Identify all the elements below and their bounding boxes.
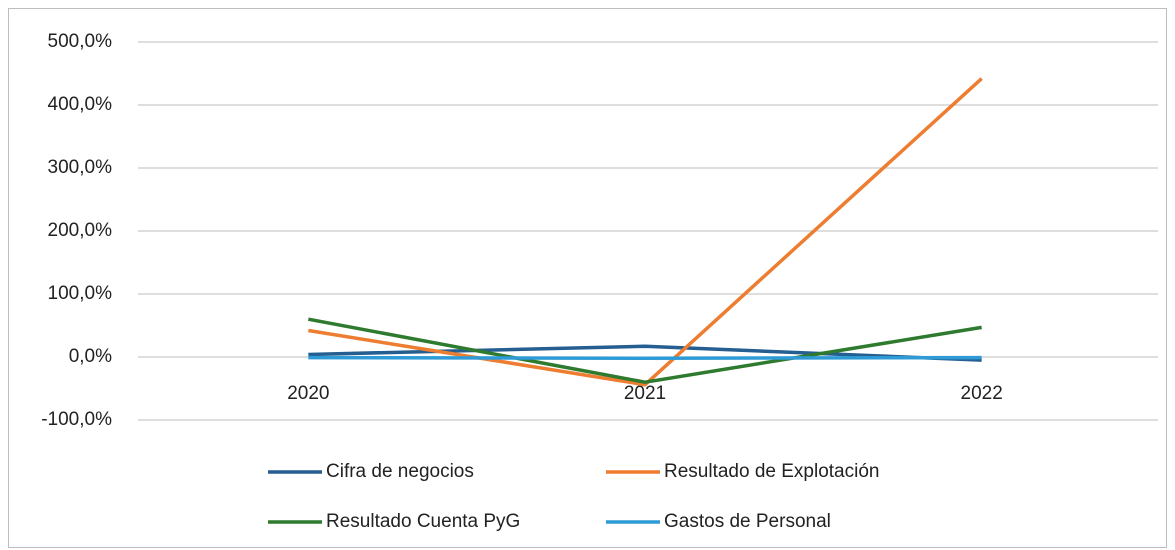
y-tick-label: 500,0% bbox=[48, 31, 113, 52]
legend-label: Gastos de Personal bbox=[664, 511, 831, 532]
series-line bbox=[308, 355, 982, 361]
legend-label: Cifra de negocios bbox=[326, 461, 474, 482]
x-tick-label: 2020 bbox=[287, 383, 329, 404]
x-tick-label: 2021 bbox=[624, 383, 666, 404]
legend-label: Resultado de Explotación bbox=[664, 461, 879, 482]
x-tick-label: 2022 bbox=[961, 383, 1003, 404]
y-tick-label: 400,0% bbox=[48, 94, 113, 115]
y-tick-label: 200,0% bbox=[48, 220, 113, 241]
y-tick-label: 300,0% bbox=[48, 157, 113, 178]
y-tick-label: 0,0% bbox=[69, 346, 112, 367]
legend-label: Resultado Cuenta PyG bbox=[326, 511, 520, 532]
series-line bbox=[308, 344, 982, 362]
y-tick-label: -100,0% bbox=[41, 409, 112, 430]
y-tick-label: 100,0% bbox=[48, 283, 113, 304]
series-line bbox=[308, 317, 982, 384]
series-line bbox=[308, 77, 983, 387]
chart-frame bbox=[8, 8, 1167, 548]
